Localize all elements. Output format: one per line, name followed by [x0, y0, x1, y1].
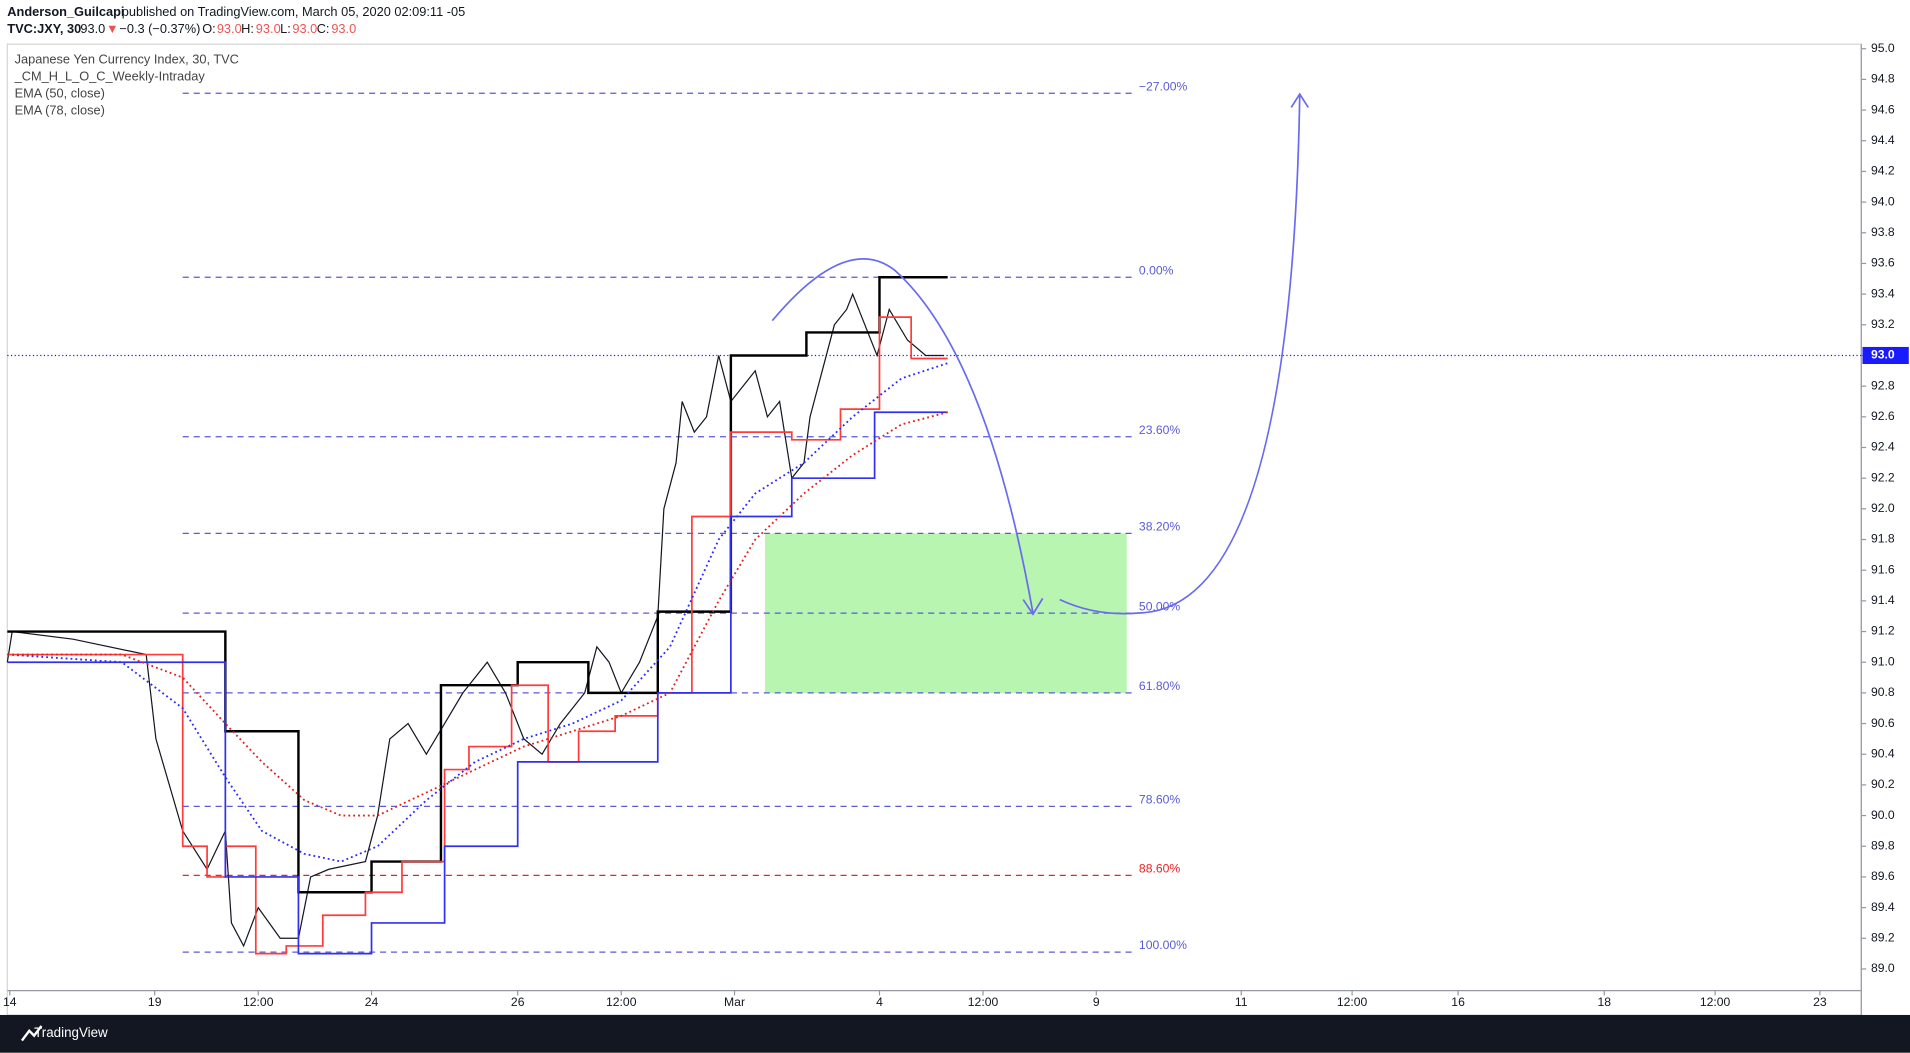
y-tick-label: 89.0	[1871, 961, 1895, 975]
x-tick-label: 14	[3, 995, 17, 1009]
x-tick-label: 12:00	[243, 995, 274, 1009]
arrow-down	[771, 257, 1034, 614]
y-tick-label: 92.4	[1871, 440, 1895, 454]
y-tick-label: 89.4	[1871, 900, 1895, 914]
y-tick-label: 94.6	[1871, 102, 1895, 116]
y-tick-label: 93.8	[1871, 225, 1895, 239]
x-tick-label: 23	[1813, 995, 1827, 1009]
x-tick-label: 12:00	[1337, 995, 1368, 1009]
arrowhead	[1290, 92, 1309, 108]
y-tick-label: 94.0	[1871, 194, 1895, 208]
o-label: O:	[202, 21, 216, 36]
y-tick-label: 90.0	[1871, 808, 1895, 822]
logo	[20, 1025, 43, 1042]
footer: TradingView	[34, 1025, 108, 1040]
target-zone	[764, 533, 1127, 693]
series-line	[6, 292, 945, 948]
symbol: TVC:JXY, 30	[7, 21, 81, 36]
y-tick-label: 92.2	[1871, 470, 1895, 484]
last: 93.0	[80, 21, 105, 36]
indicator: _CM_H_L_O_C_Weekly-Intraday	[14, 68, 206, 83]
fib-label: 78.60%	[1139, 793, 1180, 807]
y-tick-label: 92.6	[1871, 409, 1895, 423]
series-line	[7, 276, 948, 894]
x-tick-label: 24	[365, 995, 379, 1009]
footer-bar	[0, 1014, 1910, 1053]
x-tick-label: 12:00	[1700, 995, 1731, 1009]
h: 93.0	[256, 21, 281, 36]
series-line	[7, 316, 948, 955]
fib-label: 23.60%	[1139, 423, 1180, 437]
y-tick-label: 90.6	[1871, 716, 1895, 730]
x-tick-label: 12:00	[968, 995, 999, 1009]
fib-label: 88.60%	[1139, 862, 1180, 876]
y-tick-label: 94.2	[1871, 164, 1895, 178]
fib-label: 61.80%	[1139, 679, 1180, 693]
annotations	[771, 92, 1309, 616]
arrowhead	[1022, 597, 1044, 616]
published: published on TradingView.com, March 05, …	[122, 4, 465, 19]
y-tick-label: 90.2	[1871, 777, 1895, 791]
series-line	[7, 411, 948, 955]
y-tick-label: 89.8	[1871, 838, 1895, 852]
last-price-label: 93.0	[1871, 348, 1895, 362]
x-tick-label: 19	[148, 995, 162, 1009]
x-tick-label: 12:00	[606, 995, 637, 1009]
y-tick-label: 94.4	[1871, 133, 1895, 147]
x-tick-label: 16	[1451, 995, 1465, 1009]
y-tick-label: 90.4	[1871, 746, 1895, 760]
x-tick-label: 11	[1235, 995, 1248, 1009]
y-tick-label: 95.0	[1871, 41, 1895, 55]
chart-title: Japanese Yen Currency Index, 30, TVC	[15, 51, 239, 66]
c-label: C:	[317, 21, 330, 36]
y-tick-label: 89.6	[1871, 869, 1895, 883]
y-tick-label: 89.2	[1871, 930, 1895, 944]
fib-label: 50.00%	[1139, 599, 1180, 613]
series-line	[7, 362, 948, 863]
y-tick-label: 93.2	[1871, 317, 1895, 331]
arrow-up	[1059, 95, 1301, 615]
fib-label: 38.20%	[1139, 520, 1180, 534]
h-label: H:	[241, 21, 254, 36]
x-tick-label: Mar	[724, 995, 745, 1009]
change: −0.3 (−0.37%)	[119, 21, 200, 36]
o: 93.0	[217, 21, 242, 36]
l: 93.0	[292, 21, 317, 36]
author: Anderson_Guilcapi	[7, 4, 124, 19]
layer: 89.0 89.2 89.4 89.6 89.8 90.0 90.2 90.4 90.6 90.8…	[3, 41, 1909, 1009]
legend-entry: EMA (78, close)	[15, 102, 105, 117]
l-label: L:	[280, 21, 291, 36]
y-tick-label: 91.4	[1871, 593, 1895, 607]
y-tick-label: 92.0	[1871, 501, 1895, 515]
y-tick-label: 93.4	[1871, 286, 1895, 300]
last-price-box	[1862, 346, 1909, 364]
y-tick-label: 91.8	[1871, 532, 1895, 546]
fib-label: 100.00%	[1139, 938, 1187, 952]
y-tick-label: 91.6	[1871, 562, 1895, 576]
x-tick-label: 18	[1597, 995, 1611, 1009]
y-tick-label: 91.0	[1871, 654, 1895, 668]
fib-label: 0.00%	[1139, 263, 1174, 277]
y-tick-label: 91.2	[1871, 624, 1895, 638]
y-tick-label: 93.6	[1871, 256, 1895, 270]
x-tick-label: 9	[1093, 995, 1100, 1009]
y-tick-label: 94.8	[1871, 72, 1895, 86]
x-tick-label: 4	[876, 995, 883, 1009]
fib-label: −27.00%	[1139, 79, 1188, 93]
y-tick-label: 92.8	[1871, 378, 1895, 392]
legend-entry: EMA (50, close)	[15, 85, 105, 100]
c: 93.0	[331, 21, 356, 36]
y-tick-label: 90.8	[1871, 685, 1895, 699]
x-tick-label: 26	[511, 995, 525, 1009]
arrow: ▼	[106, 21, 119, 36]
